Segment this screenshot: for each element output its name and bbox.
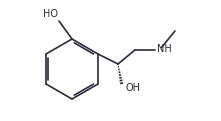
Text: NH: NH	[157, 44, 172, 54]
Text: HO: HO	[44, 9, 59, 19]
Text: OH: OH	[126, 83, 141, 93]
